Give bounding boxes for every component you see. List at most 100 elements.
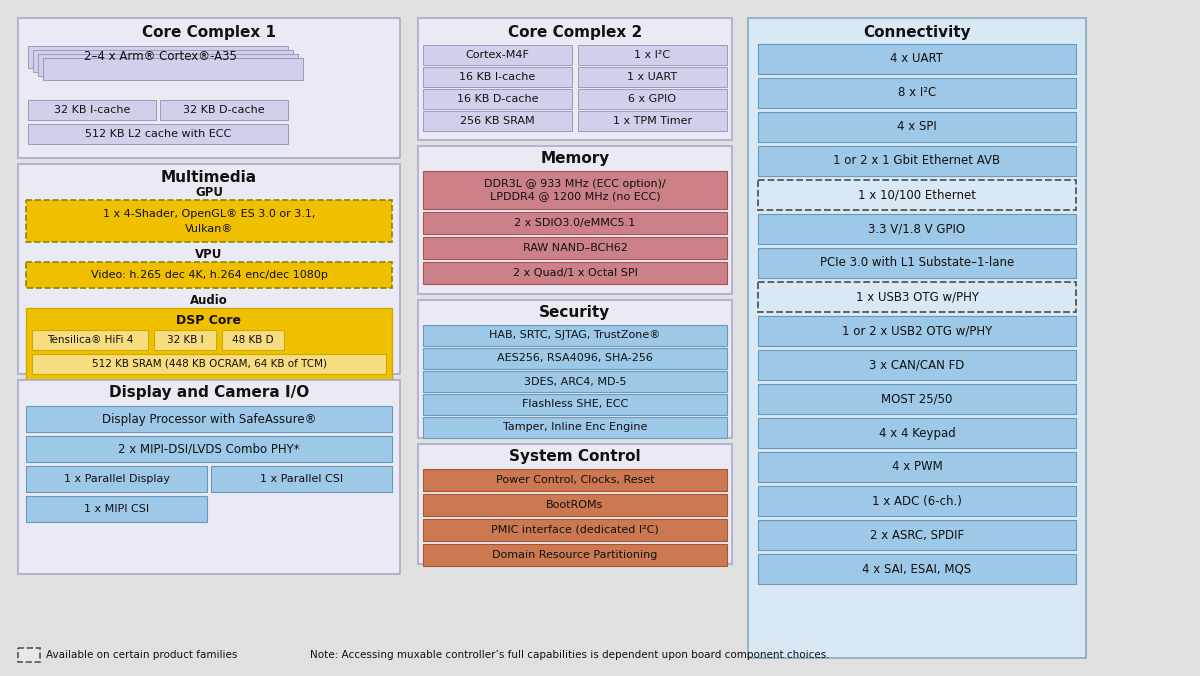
Text: 1 x 4-Shader, OpenGL® ES 3.0 or 3.1,: 1 x 4-Shader, OpenGL® ES 3.0 or 3.1, (103, 209, 316, 219)
Bar (32, 330, 148, 350)
Text: 4 x UART: 4 x UART (890, 53, 943, 66)
Bar (758, 384, 1076, 414)
Bar (18, 18, 400, 158)
Bar (418, 444, 732, 564)
Text: 16 KB D-cache: 16 KB D-cache (457, 94, 539, 104)
Bar (758, 248, 1076, 278)
Text: 256 KB SRAM: 256 KB SRAM (460, 116, 535, 126)
Text: 1 or 2 x USB2 OTG w/PHY: 1 or 2 x USB2 OTG w/PHY (842, 324, 992, 337)
Text: MOST 25/50: MOST 25/50 (881, 393, 953, 406)
Text: 4 x SAI, ESAI, MQS: 4 x SAI, ESAI, MQS (863, 562, 972, 575)
Bar (418, 300, 732, 438)
Bar (424, 544, 727, 566)
Bar (748, 18, 1086, 658)
Text: DDR3L @ 933 MHz (ECC option)/
LPDDR4 @ 1200 MHz (no ECC): DDR3L @ 933 MHz (ECC option)/ LPDDR4 @ 1… (484, 178, 666, 201)
Text: 2 x ASRC, SPDIF: 2 x ASRC, SPDIF (870, 529, 964, 541)
Text: 32 KB D-cache: 32 KB D-cache (184, 105, 265, 115)
Text: RAW NAND–BCH62: RAW NAND–BCH62 (522, 243, 628, 253)
Text: 3DES, ARC4, MD-5: 3DES, ARC4, MD-5 (523, 377, 626, 387)
Bar (758, 520, 1076, 550)
Bar (758, 486, 1076, 516)
Text: Security: Security (539, 306, 611, 320)
Text: Domain Resource Partitioning: Domain Resource Partitioning (492, 550, 658, 560)
Text: 32 KB I: 32 KB I (167, 335, 203, 345)
Bar (758, 78, 1076, 108)
Bar (418, 146, 732, 294)
Text: 1 x Parallel CSI: 1 x Parallel CSI (260, 474, 343, 484)
Text: 3.3 V/1.8 V GPIO: 3.3 V/1.8 V GPIO (869, 222, 966, 235)
Bar (32, 354, 386, 374)
Text: Vulkan®: Vulkan® (185, 224, 233, 234)
Text: PMIC interface (dedicated I²C): PMIC interface (dedicated I²C) (491, 525, 659, 535)
Text: 4 x PWM: 4 x PWM (892, 460, 942, 473)
Text: 32 KB I-cache: 32 KB I-cache (54, 105, 130, 115)
Text: 3 x CAN/CAN FD: 3 x CAN/CAN FD (869, 358, 965, 372)
Bar (424, 212, 727, 234)
Bar (26, 406, 392, 432)
Text: Audio: Audio (190, 293, 228, 306)
Bar (154, 330, 216, 350)
Text: 1 x UART: 1 x UART (628, 72, 678, 82)
Text: 2–4 x Arm® Cortex®-A35: 2–4 x Arm® Cortex®-A35 (84, 51, 236, 64)
Text: Display Processor with SafeAssure®: Display Processor with SafeAssure® (102, 412, 316, 425)
Bar (758, 112, 1076, 142)
Text: Display and Camera I/O: Display and Camera I/O (109, 385, 310, 400)
Bar (424, 325, 727, 346)
Text: AES256, RSA4096, SHA-256: AES256, RSA4096, SHA-256 (497, 354, 653, 364)
Bar (26, 308, 392, 380)
Bar (26, 496, 208, 522)
Text: Multimedia: Multimedia (161, 170, 257, 185)
Bar (18, 648, 40, 662)
Text: Available on certain product families: Available on certain product families (46, 650, 238, 660)
Bar (758, 214, 1076, 244)
Bar (222, 330, 284, 350)
Text: 1 x ADC (6-ch.): 1 x ADC (6-ch.) (872, 495, 962, 508)
Bar (424, 348, 727, 369)
Text: 1 x Parallel Display: 1 x Parallel Display (64, 474, 169, 484)
Text: 16 KB I-cache: 16 KB I-cache (460, 72, 535, 82)
Bar (424, 45, 572, 65)
Text: 48 KB D: 48 KB D (232, 335, 274, 345)
Bar (758, 452, 1076, 482)
Text: VPU: VPU (196, 247, 223, 260)
Bar (424, 469, 727, 491)
Text: PCIe 3.0 with L1 Substate–1-lane: PCIe 3.0 with L1 Substate–1-lane (820, 256, 1014, 270)
Bar (424, 171, 727, 209)
Bar (43, 58, 302, 80)
Bar (26, 200, 392, 242)
Text: Power Control, Clocks, Reset: Power Control, Clocks, Reset (496, 475, 654, 485)
Text: 8 x I²C: 8 x I²C (898, 87, 936, 99)
Bar (758, 146, 1076, 176)
Bar (578, 89, 727, 109)
Bar (424, 262, 727, 284)
Text: 4 x 4 Keypad: 4 x 4 Keypad (878, 427, 955, 439)
Text: BootROMs: BootROMs (546, 500, 604, 510)
Text: 1 x I²C: 1 x I²C (635, 50, 671, 60)
Text: 512 KB SRAM (448 KB OCRAM, 64 KB of TCM): 512 KB SRAM (448 KB OCRAM, 64 KB of TCM) (91, 359, 326, 369)
Text: 6 x GPIO: 6 x GPIO (629, 94, 677, 104)
Bar (26, 466, 208, 492)
Text: 512 KB L2 cache with ECC: 512 KB L2 cache with ECC (85, 129, 232, 139)
Bar (578, 111, 727, 131)
Bar (578, 67, 727, 87)
Bar (18, 164, 400, 374)
Bar (34, 50, 293, 72)
Bar (424, 237, 727, 259)
Bar (28, 100, 156, 120)
Text: Video: h.265 dec 4K, h.264 enc/dec 1080p: Video: h.265 dec 4K, h.264 enc/dec 1080p (90, 270, 328, 280)
Text: 1 x MIPI CSI: 1 x MIPI CSI (84, 504, 149, 514)
Bar (424, 494, 727, 516)
Text: 2 x MIPI-DSI/LVDS Combo PHY*: 2 x MIPI-DSI/LVDS Combo PHY* (118, 443, 300, 456)
Bar (758, 44, 1076, 74)
Bar (758, 282, 1076, 312)
Bar (578, 45, 727, 65)
Text: Connectivity: Connectivity (863, 24, 971, 39)
Text: Core Complex 1: Core Complex 1 (142, 24, 276, 39)
Text: 1 x 10/100 Ethernet: 1 x 10/100 Ethernet (858, 189, 976, 201)
Text: GPU: GPU (194, 185, 223, 199)
Bar (424, 67, 572, 87)
Bar (758, 554, 1076, 584)
Bar (211, 466, 392, 492)
Bar (758, 180, 1076, 210)
Text: Core Complex 2: Core Complex 2 (508, 24, 642, 39)
